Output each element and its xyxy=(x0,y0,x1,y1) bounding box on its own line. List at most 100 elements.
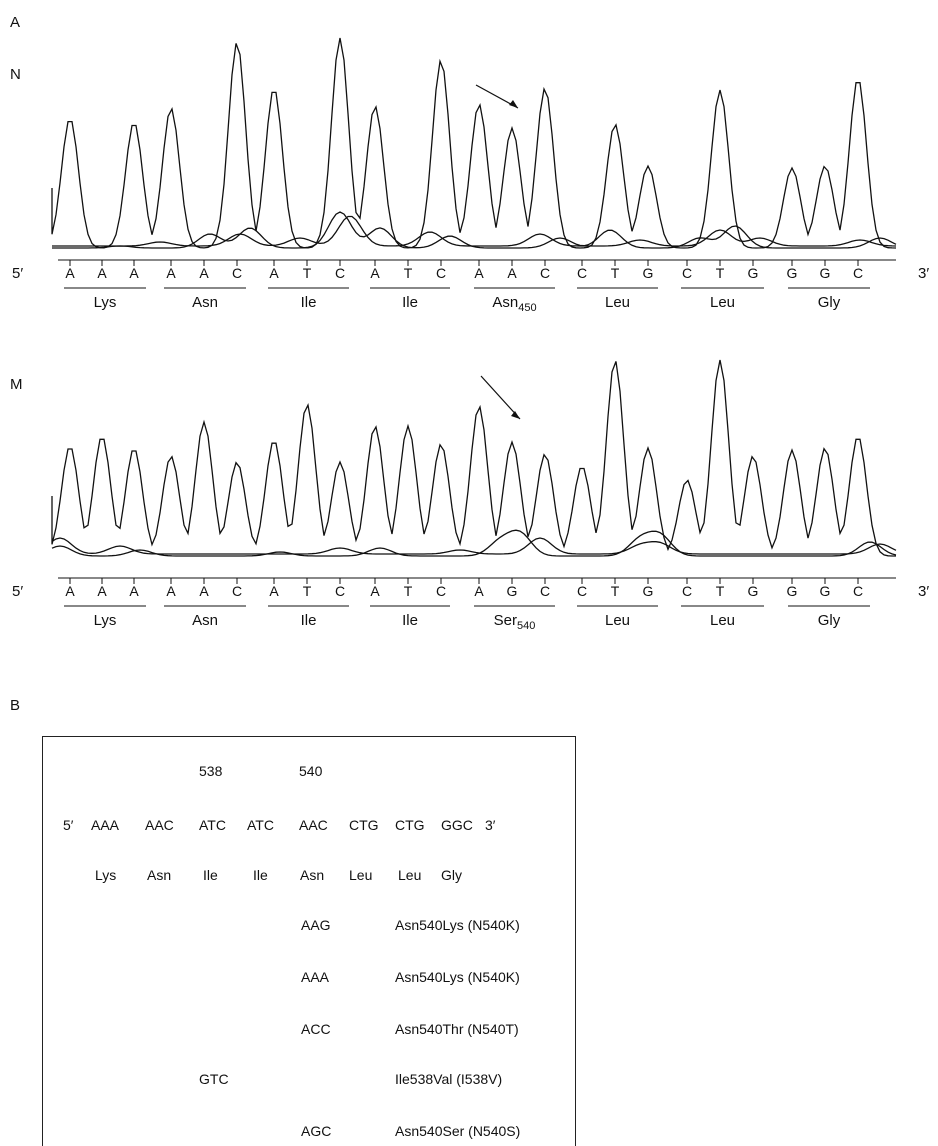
mutation-arrow xyxy=(480,375,521,420)
trace-line-background xyxy=(52,215,897,247)
base-letter: A xyxy=(474,583,484,599)
mutation-3-desc: Asn540Thr (N540T) xyxy=(395,1021,519,1037)
mutation-2-codon: AAA xyxy=(301,969,330,985)
mutation-table: 538 540 5′ AAA AAC ATC ATC AAC CTG CTG G… xyxy=(42,736,576,1146)
base-letter: C xyxy=(853,583,863,599)
aa-3: Ile xyxy=(203,867,218,883)
base-letter: G xyxy=(820,265,831,281)
base-letter: C xyxy=(682,265,692,281)
mutation-2-desc: Asn540Lys (N540K) xyxy=(395,969,520,985)
panel-a-label: A xyxy=(10,14,21,31)
three-prime-label: 3′ xyxy=(918,583,929,600)
aa-8: Gly xyxy=(441,867,462,883)
base-letter: C xyxy=(232,265,242,281)
arrow-head xyxy=(511,411,520,419)
base-letter: C xyxy=(436,265,446,281)
mutation-1-codon: AAG xyxy=(301,917,331,933)
trace-line-background xyxy=(51,537,897,555)
base-letter: C xyxy=(540,265,550,281)
trace-line-background xyxy=(52,211,897,249)
arrow-head xyxy=(509,100,518,108)
base-letter: G xyxy=(820,583,831,599)
amino-acid-label: Leu xyxy=(605,294,630,311)
amino-acid-label: Leu xyxy=(605,612,630,629)
amino-acid-label: Leu xyxy=(710,294,735,311)
aa-4: Ile xyxy=(253,867,268,883)
five-prime-label: 5′ xyxy=(12,265,23,282)
amino-acid-label: Ile xyxy=(301,294,317,311)
codon-4: ATC xyxy=(247,817,274,833)
amino-acid-label: Gly xyxy=(818,294,841,311)
mutation-4-desc: Ile538Val (I538V) xyxy=(395,1071,503,1087)
base-letter: C xyxy=(436,583,446,599)
track-n-label: N xyxy=(10,66,21,83)
amino-acid-label: Ile xyxy=(402,612,418,629)
chromatogram-normal: 5′ 3′ A A A A A C A T C A T C A A C C T G C T G G G C Lys Asn Ile Ile… xyxy=(12,37,929,314)
sequence-5prime: 5′ xyxy=(63,817,74,833)
amino-acid-label: Leu xyxy=(710,612,735,629)
base-letter: C xyxy=(577,265,587,281)
base-letter: T xyxy=(303,265,312,281)
base-letter: G xyxy=(507,583,518,599)
codon-5: AAC xyxy=(299,817,328,833)
amino-acid-label: Asn450 xyxy=(492,294,536,314)
base-letter: A xyxy=(199,583,209,599)
base-letter: G xyxy=(643,583,654,599)
base-letter: T xyxy=(303,583,312,599)
codon-2: AAC xyxy=(145,817,174,833)
base-letter: A xyxy=(97,583,107,599)
base-letter: C xyxy=(540,583,550,599)
base-letter: G xyxy=(643,265,654,281)
base-letter: A xyxy=(166,265,176,281)
five-prime-label: 5′ xyxy=(12,583,23,600)
panel-b-label: B xyxy=(10,697,21,714)
aa-1: Lys xyxy=(95,867,117,883)
amino-acid-label: Ile xyxy=(402,294,418,311)
mutation-4-codon: GTC xyxy=(199,1071,229,1087)
amino-acid-label: Lys xyxy=(94,294,117,311)
base-letter: A xyxy=(97,265,107,281)
codon-7: CTG xyxy=(395,817,425,833)
base-letter: C xyxy=(335,583,345,599)
trace-line-main xyxy=(51,37,897,249)
amino-acid-label: Asn xyxy=(192,294,218,311)
base-letter: A xyxy=(166,583,176,599)
base-letter: A xyxy=(199,265,209,281)
track-m-label: M xyxy=(10,376,23,393)
base-letter: T xyxy=(716,265,725,281)
mutation-5-codon: AGC xyxy=(301,1123,332,1139)
base-letter: A xyxy=(269,265,279,281)
codon-8: GGC xyxy=(441,817,473,833)
aa-2: Asn xyxy=(147,867,172,883)
base-letter: T xyxy=(404,583,413,599)
amino-acid-position: 540 xyxy=(517,620,535,632)
base-letter: A xyxy=(474,265,484,281)
base-letter: C xyxy=(335,265,345,281)
three-prime-label: 3′ xyxy=(918,265,929,282)
sequence-3prime: 3′ xyxy=(485,817,496,833)
amino-acid-label: Ile xyxy=(301,612,317,629)
amino-acid-label: Lys xyxy=(94,612,117,629)
base-letter: T xyxy=(611,583,620,599)
base-letter: A xyxy=(507,265,517,281)
base-letter: G xyxy=(748,265,759,281)
mutation-1-desc: Asn540Lys (N540K) xyxy=(395,917,520,933)
trace-line-main xyxy=(51,359,896,557)
amino-acid-label: Ser540 xyxy=(494,612,536,632)
aa-6: Leu xyxy=(349,867,373,883)
position-540: 540 xyxy=(299,763,323,779)
base-letter: C xyxy=(682,583,692,599)
base-letter: G xyxy=(787,265,798,281)
aa-7: Leu xyxy=(398,867,422,883)
base-letter: A xyxy=(370,583,380,599)
base-letter: A xyxy=(65,583,75,599)
base-letter: C xyxy=(232,583,242,599)
base-letter: A xyxy=(370,265,380,281)
trace-line-background xyxy=(51,529,897,557)
base-letter: G xyxy=(787,583,798,599)
amino-acid-position: 450 xyxy=(518,302,536,314)
base-letter: A xyxy=(129,265,139,281)
base-letter: T xyxy=(404,265,413,281)
aa-5: Asn xyxy=(300,867,325,883)
base-letter: T xyxy=(611,265,620,281)
